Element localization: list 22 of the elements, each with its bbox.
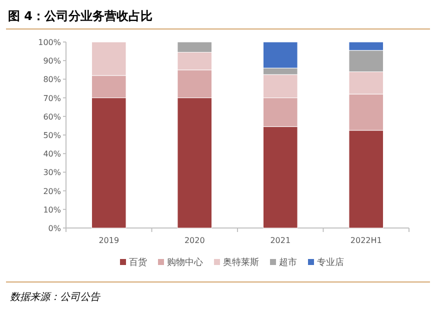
- y-tick-label: 10%: [43, 205, 62, 214]
- legend-label: 百货: [129, 257, 147, 268]
- source-note: 数据来源：公司公告: [10, 291, 101, 303]
- chart-title: 图 4：公司分业务营收占比: [8, 9, 153, 23]
- legend-label: 超市: [279, 257, 297, 268]
- y-tick-label: 70%: [43, 94, 62, 103]
- y-tick-label: 40%: [43, 150, 62, 159]
- y-tick-label: 90%: [43, 56, 62, 66]
- x-tick-label: 2020: [184, 236, 205, 245]
- y-tick-label: 50%: [43, 131, 62, 140]
- y-tick-label: 80%: [43, 75, 62, 84]
- y-tick-label: 60%: [43, 112, 62, 122]
- y-tick-label: 100%: [38, 38, 62, 47]
- legend-label: 购物中心: [167, 257, 203, 268]
- x-tick-label: 2021: [270, 236, 291, 245]
- y-tick-label: 30%: [43, 168, 62, 178]
- legend-label: 专业店: [317, 257, 344, 268]
- y-tick-label: 0%: [48, 224, 62, 233]
- y-tick-label: 20%: [43, 186, 62, 196]
- x-tick-label: 2019: [98, 236, 120, 245]
- x-tick-label: 2022H1: [350, 236, 382, 245]
- legend-label: 奥特莱斯: [223, 257, 259, 268]
